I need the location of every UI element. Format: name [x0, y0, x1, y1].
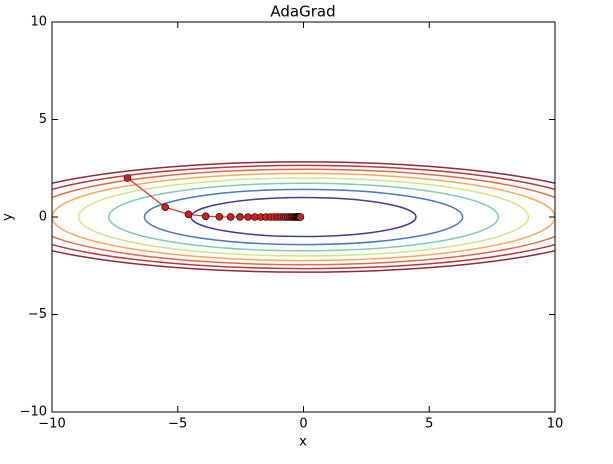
point — [226, 213, 235, 221]
y-tick-label: 0 — [39, 210, 47, 225]
point — [236, 213, 244, 221]
point — [296, 213, 305, 221]
contour-line — [52, 161, 555, 273]
y-tick-label: 5 — [39, 112, 47, 127]
contour-line — [52, 172, 555, 262]
point — [201, 212, 210, 221]
point — [244, 213, 252, 221]
contour-line — [107, 182, 500, 252]
contours — [52, 161, 555, 273]
point — [215, 213, 224, 221]
contour-line — [143, 188, 464, 246]
chart-title: AdaGrad — [270, 3, 335, 21]
x-tick-label: 10 — [547, 417, 564, 432]
y-tick-label: −5 — [28, 307, 47, 322]
contour-line — [52, 164, 555, 270]
y-tick-label: 10 — [30, 15, 47, 30]
contour-line — [77, 177, 530, 257]
point — [161, 203, 169, 212]
x-tick-label: 5 — [425, 417, 433, 432]
x-tick-label: −5 — [168, 417, 187, 432]
y-axis-label: y — [1, 213, 16, 221]
x-axis-label: x — [299, 435, 307, 450]
y-tick-label: −10 — [20, 405, 47, 420]
point — [123, 174, 132, 182]
contour-line — [52, 168, 555, 266]
x-tick-label: 0 — [299, 417, 307, 432]
x-tick-label: −10 — [38, 417, 65, 432]
point — [184, 210, 193, 219]
plot — [123, 174, 305, 221]
